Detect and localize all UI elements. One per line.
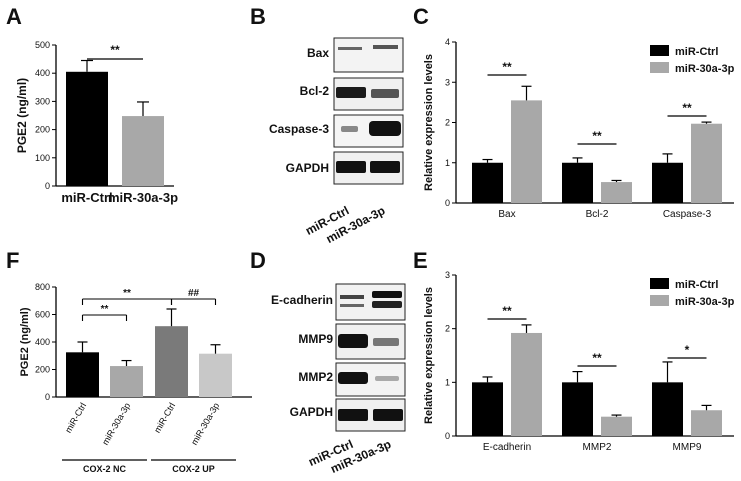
bar bbox=[199, 353, 232, 397]
western-blot-d: E-cadherin MMP9 MMP2 GAPDH miR-Ctrl miR-… bbox=[271, 283, 406, 476]
bar bbox=[691, 410, 722, 436]
y-tick-label: 1 bbox=[445, 377, 450, 387]
chart-c: 0 1 2 3 4 Relative expression levels Bax ** Bcl-… bbox=[423, 37, 735, 220]
blot-b-image bbox=[333, 37, 404, 185]
bar bbox=[66, 71, 108, 186]
group-label: COX-2 NC bbox=[83, 464, 127, 474]
significance-label: ** bbox=[682, 101, 692, 115]
blot-d-row-label: GAPDH bbox=[290, 405, 333, 419]
x-tick-label: miR-Ctrl bbox=[61, 190, 112, 205]
bar bbox=[652, 382, 683, 436]
bar bbox=[110, 366, 143, 397]
y-axis-label: PGE2 (ng/ml) bbox=[19, 307, 31, 376]
legend-swatch bbox=[650, 295, 669, 306]
x-tick-label: miR-30a-3p bbox=[100, 401, 132, 447]
y-tick-label: 100 bbox=[35, 153, 50, 163]
x-tick-label: Caspase-3 bbox=[663, 209, 712, 220]
chart-e: 0 1 2 3 Relative expression levels E-cadherin… bbox=[423, 270, 735, 453]
bar bbox=[691, 123, 722, 203]
y-tick-label: 300 bbox=[35, 96, 50, 106]
legend-label: miR-30a-3p bbox=[675, 296, 735, 308]
x-tick-label: E-cadherin bbox=[483, 442, 531, 453]
y-tick-label: 3 bbox=[445, 77, 450, 87]
bar bbox=[472, 162, 503, 203]
bar bbox=[511, 332, 542, 436]
significance-label: ** bbox=[502, 304, 512, 318]
legend-swatch bbox=[650, 62, 669, 73]
bar bbox=[601, 182, 632, 203]
legend-swatch bbox=[650, 45, 669, 56]
legend-swatch bbox=[650, 278, 669, 289]
y-tick-label: 0 bbox=[45, 181, 50, 191]
bar bbox=[562, 382, 593, 436]
x-tick-label: Bcl-2 bbox=[586, 209, 609, 220]
x-tick-label: miR-30a-3p bbox=[189, 401, 221, 447]
significance-label: ** bbox=[101, 304, 109, 315]
y-tick-label: 0 bbox=[45, 392, 50, 402]
y-tick-label: 4 bbox=[445, 37, 450, 47]
bar bbox=[511, 100, 542, 203]
group-label: COX-2 UP bbox=[172, 464, 215, 474]
y-axis-label: PGE2 (ng/ml) bbox=[15, 78, 29, 153]
x-tick-label: MMP2 bbox=[583, 442, 612, 453]
y-axis-label: Relative expression levels bbox=[423, 54, 435, 191]
significance-label: ** bbox=[592, 129, 602, 143]
y-tick-label: 2 bbox=[445, 324, 450, 334]
bar bbox=[652, 162, 683, 203]
panel-label-e: E bbox=[413, 248, 428, 273]
bar bbox=[155, 326, 188, 397]
chart-a: 0 100 200 300 400 500 PGE2 (ng/ml) miR-CtrlmiR-… bbox=[15, 40, 178, 205]
y-axis-label: Relative expression levels bbox=[423, 287, 435, 424]
panel-label-c: C bbox=[413, 4, 429, 29]
y-tick-label: 0 bbox=[445, 198, 450, 208]
y-tick-label: 0 bbox=[445, 431, 450, 441]
y-tick-label: 3 bbox=[445, 270, 450, 280]
bar bbox=[122, 116, 164, 186]
significance-label: ## bbox=[188, 288, 200, 299]
panel-label-d: D bbox=[250, 248, 266, 273]
y-tick-label: 400 bbox=[35, 337, 50, 347]
chart-f: 0 200 400 600 800 PGE2 (ng/ml) miR-Ctrl miR-30a… bbox=[19, 282, 252, 474]
y-tick-label: 1 bbox=[445, 158, 450, 168]
blot-b-row-label: GAPDH bbox=[286, 161, 329, 175]
blot-d-image bbox=[335, 283, 406, 432]
y-tick-label: 2 bbox=[445, 118, 450, 128]
blot-b-row-label: Caspase-3 bbox=[269, 122, 329, 136]
blot-d-row-label: MMP9 bbox=[298, 332, 333, 346]
legend-label: miR-30a-3p bbox=[675, 63, 735, 75]
panel-label-b: B bbox=[250, 4, 266, 29]
significance-label: * bbox=[685, 343, 690, 357]
x-tick-label: miR-30a-3p bbox=[108, 190, 178, 205]
y-tick-label: 500 bbox=[35, 40, 50, 50]
bar bbox=[66, 352, 99, 397]
bar bbox=[601, 416, 632, 436]
y-tick-label: 800 bbox=[35, 282, 50, 292]
y-tick-label: 200 bbox=[35, 365, 50, 375]
blot-d-row-label: MMP2 bbox=[298, 370, 333, 384]
blot-b-row-label: Bcl-2 bbox=[300, 84, 330, 98]
bar bbox=[562, 162, 593, 203]
blot-b-row-label: Bax bbox=[307, 46, 329, 60]
legend-label: miR-Ctrl bbox=[675, 46, 718, 58]
x-tick-label: miR-Ctrl bbox=[152, 401, 177, 435]
significance-label: ** bbox=[123, 288, 131, 299]
significance-label: ** bbox=[592, 351, 602, 365]
bar bbox=[472, 382, 503, 436]
panel-label-a: A bbox=[6, 4, 22, 29]
x-tick-label: miR-Ctrl bbox=[63, 401, 88, 435]
panel-label-f: F bbox=[6, 248, 19, 273]
y-tick-label: 400 bbox=[35, 68, 50, 78]
y-tick-label: 200 bbox=[35, 125, 50, 135]
legend-label: miR-Ctrl bbox=[675, 279, 718, 291]
x-tick-label: Bax bbox=[498, 209, 515, 220]
significance-label: ** bbox=[110, 43, 120, 57]
y-tick-label: 600 bbox=[35, 310, 50, 320]
blot-d-row-label: E-cadherin bbox=[271, 293, 333, 307]
x-tick-label: MMP9 bbox=[673, 442, 702, 453]
significance-label: ** bbox=[502, 60, 512, 74]
western-blot-b: Bax Bcl-2 Caspase-3 GAPDH miR-Ctrl miR-3… bbox=[269, 37, 404, 246]
